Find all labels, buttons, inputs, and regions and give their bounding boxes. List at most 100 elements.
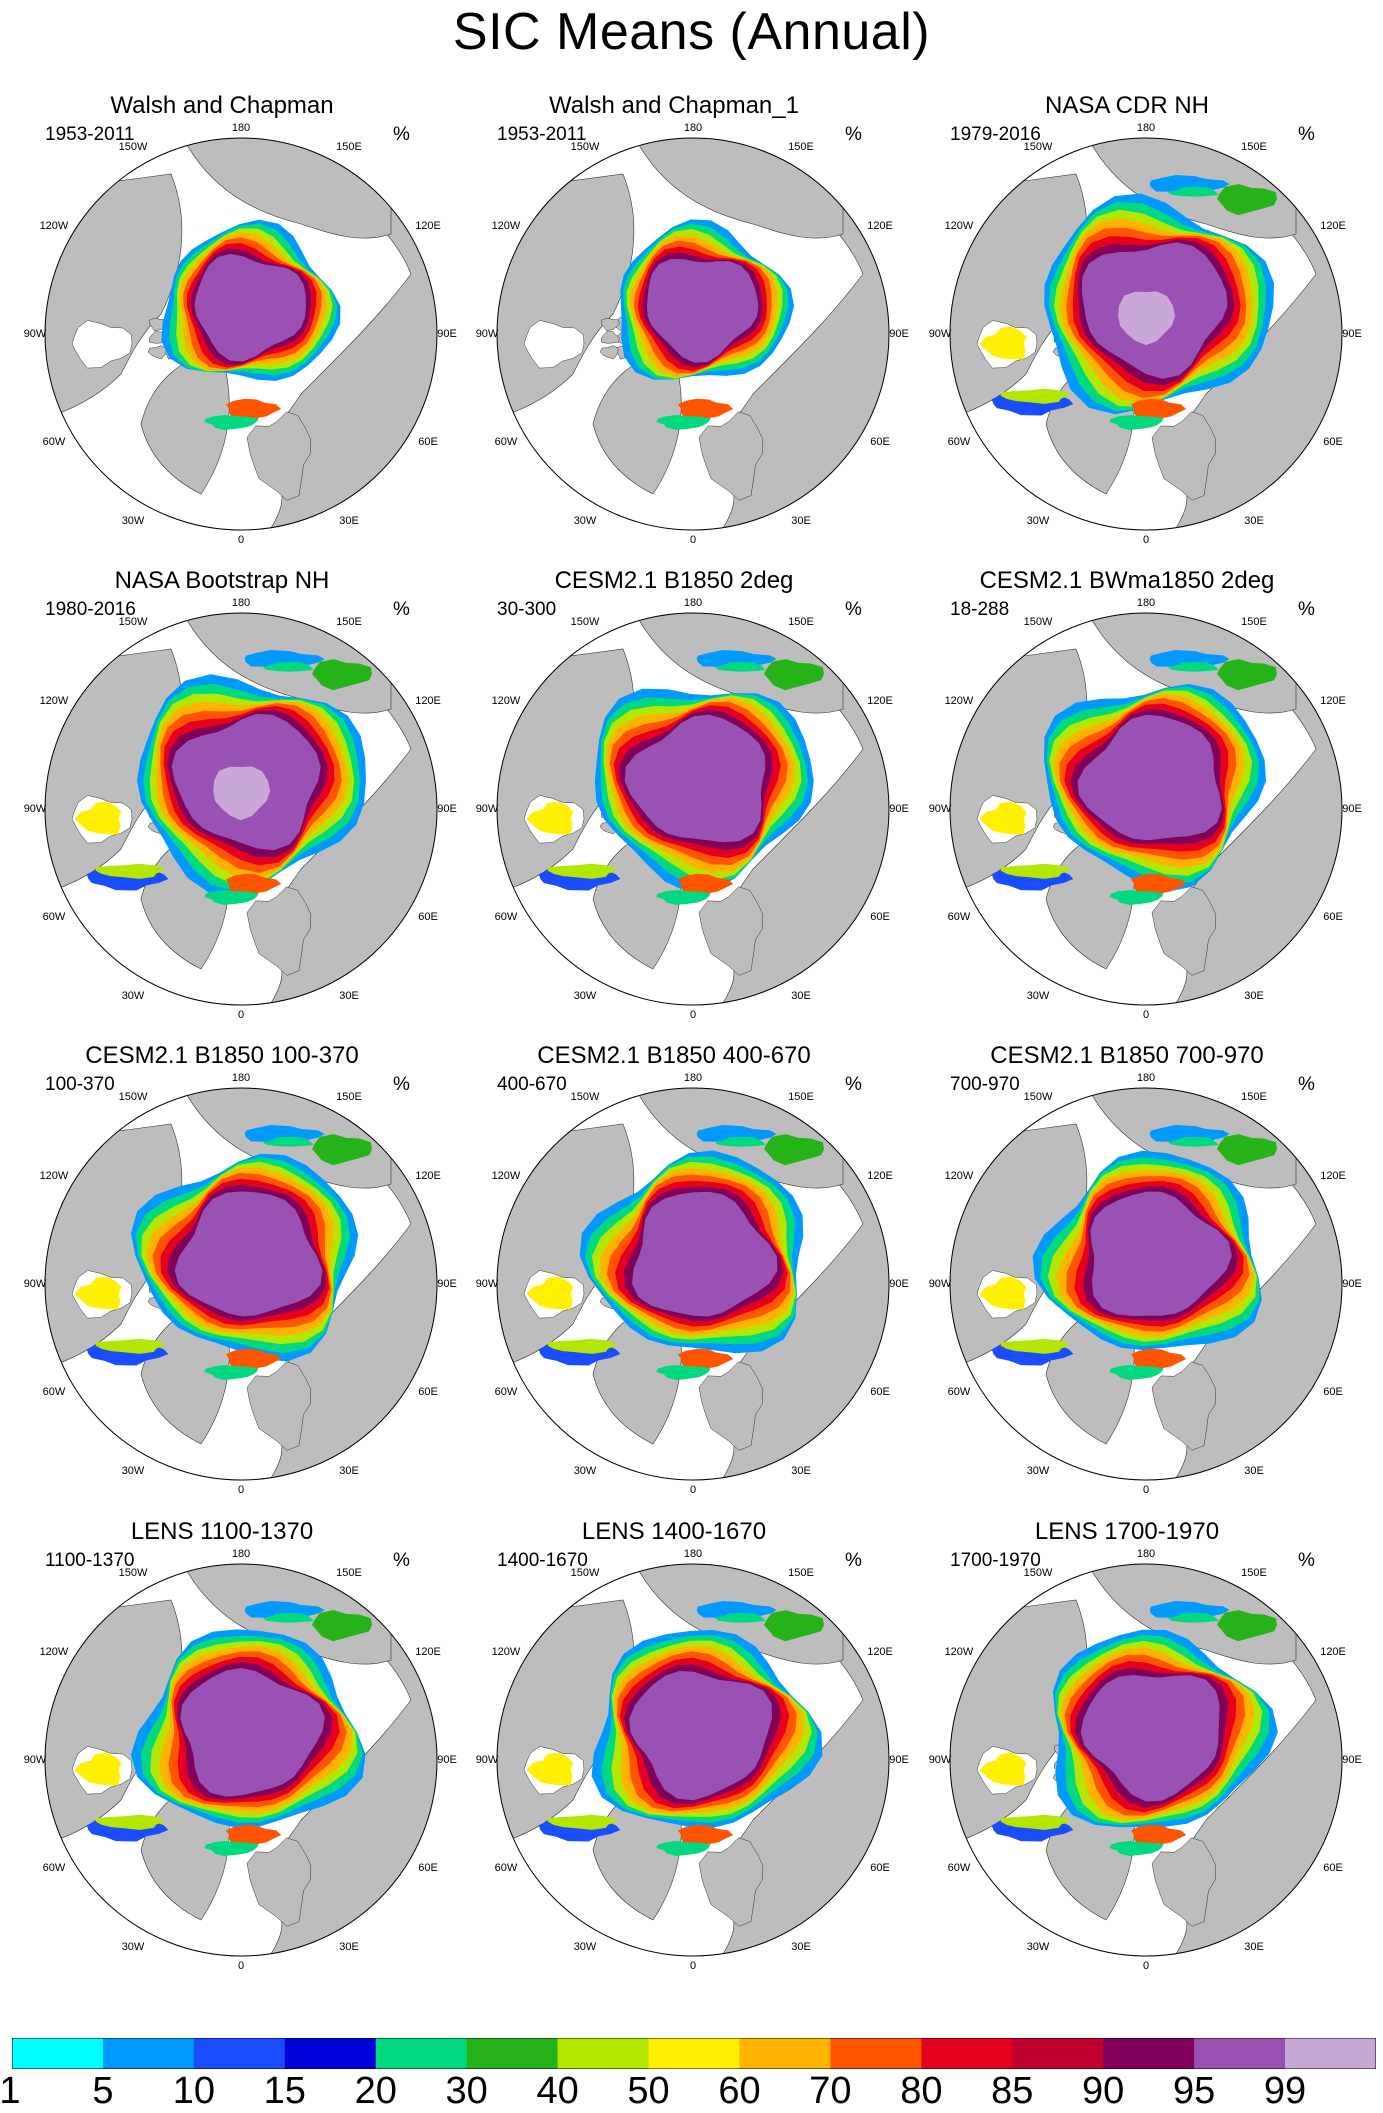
longitude-label: 120W: [491, 220, 521, 232]
longitude-label: 30W: [1026, 515, 1050, 528]
panel-unit: %: [393, 1074, 410, 1095]
longitude-label: 60W: [947, 911, 971, 923]
longitude-label: 90W: [23, 1754, 47, 1766]
map-panel: Walsh and Chapman_1 1953-2011% 180 150E 120E…: [452, 92, 909, 552]
panel-period: 18-288: [950, 599, 1010, 620]
polar-map: [496, 1087, 890, 1481]
longitude-label: 150E: [788, 1566, 814, 1579]
colorbar-swatch: [921, 2038, 1013, 2069]
colorbar-swatch: [557, 2038, 650, 2069]
panel-period: 1953-2011: [497, 124, 587, 145]
longitude-label: 180: [1136, 597, 1156, 609]
longitude-label: 90E: [437, 1278, 457, 1290]
panel-unit: %: [845, 124, 862, 145]
colorbar-tick-label: 30: [445, 2070, 488, 2112]
colorbar-swatch: [466, 2038, 559, 2069]
longitude-label: 0: [1142, 1009, 1150, 1021]
longitude-label: 150W: [1023, 1090, 1053, 1103]
longitude-label: 90W: [23, 803, 47, 815]
colorbar-swatch: [193, 2038, 286, 2069]
colorbar: [12, 2038, 1376, 2069]
longitude-label: 180: [683, 597, 703, 609]
longitude-label: 120W: [39, 1170, 69, 1182]
map-panel: NASA Bootstrap NH 1980-2016% 180 150E 120E 90…: [0, 567, 457, 1027]
colorbar-tick-label: 80: [900, 2070, 943, 2112]
longitude-label: 150W: [118, 615, 148, 628]
longitude-label: 120W: [39, 695, 69, 707]
longitude-label: 120E: [1320, 220, 1346, 232]
longitude-label: 150W: [118, 1566, 148, 1579]
longitude-label: 90E: [1342, 1278, 1362, 1290]
longitude-label: 150E: [1241, 140, 1267, 153]
map-panel: CESM2.1 B1850 100-370 100-370% 180 150E 120E…: [0, 1042, 457, 1502]
longitude-label: 90W: [475, 1278, 499, 1290]
map-panel: LENS 1100-1370 1100-1370% 180 150E 120E 90E 60…: [0, 1518, 457, 1978]
main-title: SIC Means (Annual): [452, 3, 931, 61]
colorbar-swatch: [1285, 2038, 1376, 2069]
longitude-label: 60E: [1323, 1386, 1343, 1398]
longitude-label: 90E: [1342, 803, 1362, 815]
longitude-label: 60E: [870, 911, 890, 923]
longitude-label: 120E: [867, 695, 893, 707]
panel-period: 1980-2016: [45, 599, 136, 620]
map-panel: CESM2.1 B1850 700-970 700-970% 180 150E 120E…: [905, 1042, 1362, 1502]
longitude-label: 120E: [1320, 1646, 1346, 1658]
panel-title: NASA CDR NH: [1044, 92, 1210, 119]
longitude-label: 150E: [336, 140, 362, 153]
panel-period: 100-370: [45, 1074, 115, 1095]
longitude-label: 90E: [889, 1754, 909, 1766]
longitude-label: 150E: [1241, 615, 1267, 628]
longitude-label: 90E: [889, 328, 909, 340]
panel-title: CESM2.1 B1850 2deg: [554, 567, 794, 594]
longitude-label: 60E: [1323, 911, 1343, 923]
panel-period: 1979-2016: [950, 124, 1041, 145]
longitude-label: 90W: [23, 328, 47, 340]
longitude-label: 30E: [1244, 1941, 1264, 1954]
longitude-label: 60W: [42, 436, 66, 448]
longitude-label: 180: [231, 1548, 251, 1560]
longitude-label: 60W: [494, 1862, 518, 1874]
colorbar-swatch: [1194, 2038, 1286, 2069]
longitude-label: 30E: [791, 1465, 811, 1478]
longitude-label: 60E: [418, 1386, 438, 1398]
longitude-label: 120W: [944, 695, 974, 707]
longitude-label: 60E: [1323, 1862, 1343, 1874]
longitude-label: 150W: [570, 1566, 600, 1579]
colorbar-tick-label: 95: [1172, 2070, 1216, 2112]
longitude-label: 30W: [1026, 1465, 1050, 1478]
longitude-label: 150E: [1241, 1566, 1267, 1579]
longitude-label: 0: [689, 1960, 697, 1972]
longitude-label: 0: [237, 534, 245, 546]
polar-map: [949, 1563, 1343, 1957]
colorbar-swatch: [1012, 2038, 1104, 2069]
longitude-label: 60E: [870, 1386, 890, 1398]
longitude-label: 150E: [336, 1566, 362, 1579]
colorbar-tick-label: 85: [991, 2070, 1034, 2112]
longitude-label: 180: [231, 122, 251, 134]
longitude-label: 120W: [39, 220, 69, 232]
longitude-label: 60E: [870, 1862, 890, 1874]
longitude-label: 30W: [1026, 1941, 1050, 1954]
longitude-label: 90E: [889, 803, 909, 815]
polar-map: [496, 1563, 890, 1957]
longitude-label: 30E: [1244, 515, 1264, 528]
longitude-label: 150W: [118, 1090, 148, 1103]
longitude-label: 30E: [1244, 990, 1264, 1003]
longitude-label: 120W: [491, 695, 521, 707]
panel-title: CESM2.1 B1850 700-970: [990, 1042, 1264, 1069]
longitude-label: 30W: [1026, 990, 1050, 1003]
longitude-label: 0: [1142, 1960, 1150, 1972]
longitude-label: 60W: [494, 911, 518, 923]
longitude-label: 60E: [418, 436, 438, 448]
longitude-label: 60E: [418, 1862, 438, 1874]
longitude-label: 150E: [788, 1090, 814, 1103]
longitude-label: 60E: [870, 436, 890, 448]
longitude-label: 90E: [437, 1754, 457, 1766]
colorbar-swatch: [1103, 2038, 1195, 2069]
longitude-label: 120E: [1320, 695, 1346, 707]
longitude-label: 180: [683, 1072, 703, 1084]
colorbar-swatch: [830, 2038, 922, 2069]
longitude-label: 120W: [944, 1646, 974, 1658]
polar-map: [949, 612, 1343, 1006]
colorbar-tick-label: 5: [92, 2070, 114, 2112]
